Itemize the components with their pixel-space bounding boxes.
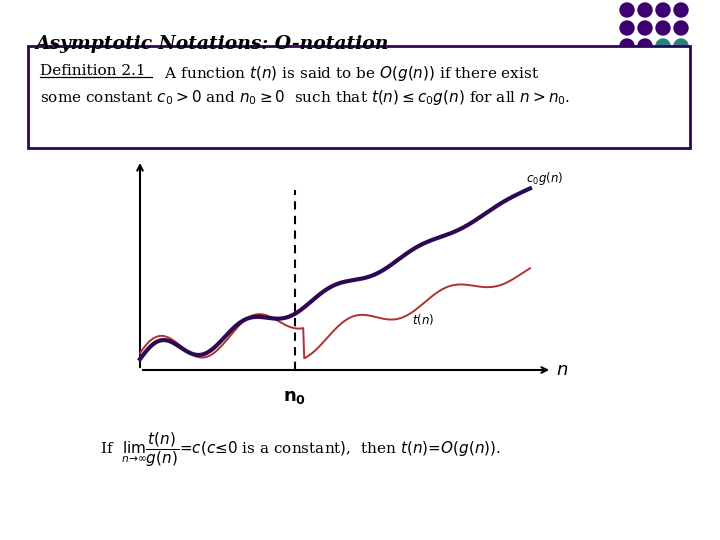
Circle shape [638, 39, 652, 53]
Text: $n$: $n$ [556, 361, 568, 379]
Circle shape [656, 93, 670, 107]
Circle shape [656, 3, 670, 17]
Circle shape [674, 111, 688, 125]
Circle shape [638, 111, 652, 125]
Circle shape [674, 75, 688, 89]
Circle shape [674, 93, 688, 107]
Circle shape [656, 57, 670, 71]
Text: $c_0g(n)$: $c_0g(n)$ [526, 170, 563, 186]
Text: some constant $c_0 > 0$ and $n_0 \geq 0$  such that $t(n) \leq c_0 g(n)$ for all: some constant $c_0 > 0$ and $n_0 \geq 0$… [40, 88, 570, 107]
Circle shape [620, 111, 634, 125]
Circle shape [620, 75, 634, 89]
Bar [28, 46, 690, 148]
Text: If  $\lim_{n\rightarrow\infty}\dfrac{t(n)}{g(n)} = c$$(c \leq 0$ is a constant$): If $\lim_{n\rightarrow\infty}\dfrac{t(n)… [100, 430, 501, 469]
Circle shape [638, 93, 652, 107]
Circle shape [656, 21, 670, 35]
Circle shape [638, 3, 652, 17]
Circle shape [620, 57, 634, 71]
Circle shape [620, 39, 634, 53]
Circle shape [656, 75, 670, 89]
Circle shape [674, 39, 688, 53]
Text: $\mathbf{n_0}$: $\mathbf{n_0}$ [284, 388, 307, 406]
Circle shape [638, 21, 652, 35]
Circle shape [638, 57, 652, 71]
Circle shape [620, 93, 634, 107]
Circle shape [674, 57, 688, 71]
Circle shape [674, 21, 688, 35]
Text: $t(n)$: $t(n)$ [412, 312, 434, 327]
Circle shape [656, 39, 670, 53]
Text: Asymptotic Notations: O-notation: Asymptotic Notations: O-notation [35, 35, 388, 53]
Text: A function $t(n)$ is said to be $O(g(n))$ if there exist: A function $t(n)$ is said to be $O(g(n))… [155, 64, 539, 83]
Text: Definition 2.1: Definition 2.1 [40, 64, 145, 78]
Circle shape [674, 3, 688, 17]
Circle shape [638, 75, 652, 89]
Circle shape [620, 3, 634, 17]
Circle shape [620, 21, 634, 35]
Circle shape [656, 111, 670, 125]
